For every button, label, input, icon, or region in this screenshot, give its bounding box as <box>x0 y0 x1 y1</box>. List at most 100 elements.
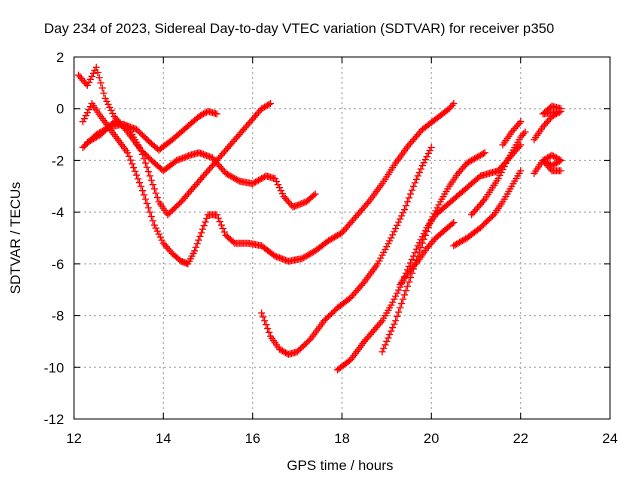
data-point <box>479 175 482 177</box>
data-point <box>153 224 156 226</box>
data-point <box>354 216 357 219</box>
data-point <box>493 213 495 216</box>
data-point <box>100 115 102 118</box>
series-track-8 <box>396 219 458 288</box>
data-point <box>542 159 544 162</box>
data-point <box>426 247 428 250</box>
data-point <box>260 312 263 314</box>
y-tick-label: -2 <box>52 152 65 168</box>
data-point <box>368 201 370 203</box>
data-point <box>278 348 281 351</box>
data-point <box>390 237 392 239</box>
data-point <box>448 185 451 188</box>
data-point <box>158 201 160 203</box>
data-point <box>305 201 308 203</box>
y-tick-label: -12 <box>44 411 64 427</box>
data-point <box>95 133 98 136</box>
series-track-10 <box>468 128 529 219</box>
data-point <box>542 126 544 128</box>
y-axis-label: SDTVAR / TECUs <box>7 182 23 294</box>
data-point <box>251 182 254 185</box>
data-point <box>86 84 89 87</box>
data-points <box>75 63 565 374</box>
data-point <box>162 242 165 244</box>
data-point <box>421 242 424 244</box>
data-point <box>91 102 93 105</box>
data-point <box>350 296 352 299</box>
data-point <box>519 144 522 146</box>
data-point <box>443 229 446 231</box>
data-point <box>238 180 241 182</box>
data-point <box>200 232 203 234</box>
data-point <box>533 172 535 175</box>
data-point <box>314 250 317 252</box>
data-point <box>323 319 325 322</box>
data-point <box>336 369 339 371</box>
data-point <box>390 304 392 307</box>
series-markers <box>530 151 565 177</box>
data-point <box>497 170 500 172</box>
data-point <box>287 353 290 356</box>
data-point <box>207 110 209 113</box>
data-point <box>283 195 285 198</box>
data-point <box>435 237 437 239</box>
series-track-13 <box>530 151 565 177</box>
data-point <box>113 120 115 123</box>
data-point <box>551 170 553 172</box>
data-point <box>519 120 522 123</box>
data-point <box>220 154 223 157</box>
series-track-2 <box>79 100 458 268</box>
data-point <box>417 260 419 263</box>
data-point <box>350 358 352 361</box>
data-point <box>167 213 169 216</box>
data-point <box>265 175 267 177</box>
y-tick-label: -8 <box>52 308 65 324</box>
x-axis-label: GPS time / hours <box>287 457 394 473</box>
series-track-12 <box>530 102 565 144</box>
data-point <box>470 213 473 216</box>
data-point <box>470 182 473 185</box>
x-tick-label: 20 <box>424 430 440 446</box>
data-point <box>497 177 500 180</box>
data-point <box>247 123 249 125</box>
data-point <box>381 351 384 353</box>
data-point <box>510 185 513 188</box>
data-point <box>108 126 111 128</box>
series-markers <box>75 63 319 211</box>
data-point <box>211 157 214 159</box>
data-point <box>408 265 410 268</box>
data-point <box>274 177 276 180</box>
data-point <box>466 237 468 239</box>
data-point <box>363 281 366 283</box>
data-point <box>403 208 406 211</box>
series-track-7 <box>378 149 489 356</box>
data-point <box>488 172 491 175</box>
data-point <box>198 115 200 118</box>
data-point <box>113 115 115 118</box>
data-point <box>381 319 384 322</box>
data-point <box>466 162 468 164</box>
data-point <box>519 170 522 172</box>
series-markers <box>79 100 458 268</box>
data-point <box>135 128 138 131</box>
data-point <box>189 123 191 125</box>
data-point <box>372 330 375 332</box>
data-point <box>542 113 544 115</box>
data-point <box>158 149 160 151</box>
data-point <box>216 113 218 115</box>
data-point <box>399 283 401 286</box>
data-point <box>484 198 486 200</box>
data-point <box>443 206 446 208</box>
y-tick-label: 0 <box>56 101 64 117</box>
data-point <box>292 206 294 208</box>
data-point <box>435 118 437 120</box>
data-point <box>207 170 209 172</box>
chart-title: Day 234 of 2023, Sidereal Day-to-day VTE… <box>44 20 554 36</box>
data-point <box>234 138 236 141</box>
data-point <box>171 138 174 141</box>
data-point <box>274 255 276 257</box>
data-point <box>247 242 249 244</box>
series-markers <box>450 167 525 250</box>
